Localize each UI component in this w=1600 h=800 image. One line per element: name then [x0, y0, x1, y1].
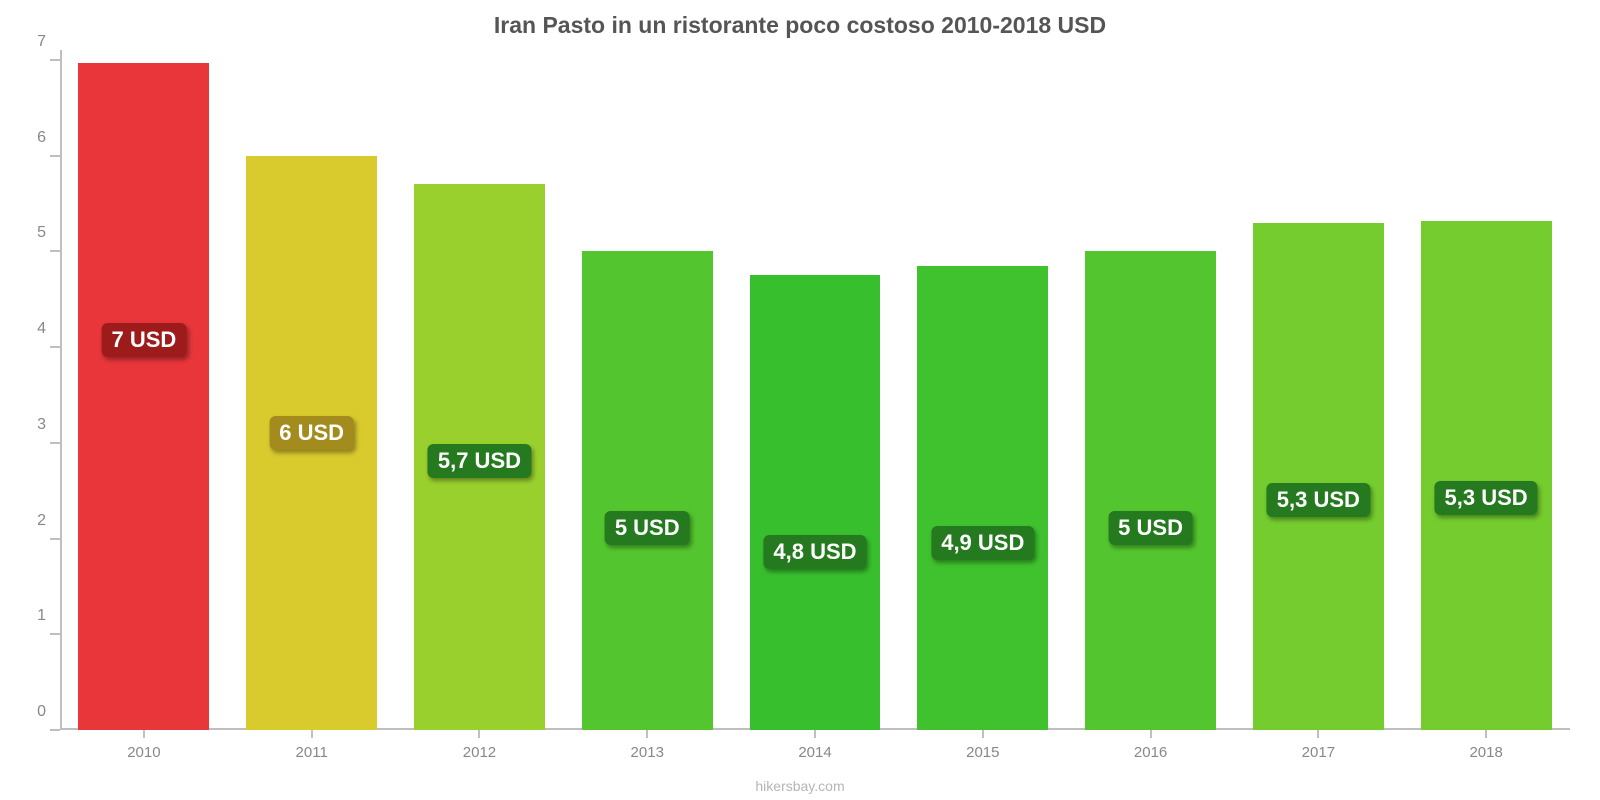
y-tick-label: 2 — [20, 512, 46, 530]
bar-chart: Iran Pasto in un ristorante poco costoso… — [0, 0, 1600, 800]
x-tick — [1485, 730, 1487, 738]
bar-value-label: 5,3 USD — [1267, 483, 1370, 517]
x-tick — [1150, 730, 1152, 738]
x-tick — [478, 730, 480, 738]
bar-value-label: 4,8 USD — [763, 535, 866, 569]
x-tick — [814, 730, 816, 738]
bars-container: 7 USD20106 USD20115,7 USD20125 USD20134,… — [60, 60, 1570, 730]
x-tick — [646, 730, 648, 738]
bar-slot: 4,8 USD2014 — [731, 60, 899, 730]
bar-slot: 6 USD2011 — [228, 60, 396, 730]
bar: 5 USD — [1085, 251, 1216, 730]
x-tick-label: 2017 — [1302, 744, 1335, 761]
y-tick — [50, 729, 60, 731]
x-tick-label: 2014 — [798, 744, 831, 761]
bar-slot: 4,9 USD2015 — [899, 60, 1067, 730]
y-tick-label: 3 — [20, 416, 46, 434]
x-tick-label: 2010 — [127, 744, 160, 761]
source-label: hikersbay.com — [0, 778, 1600, 794]
x-tick-label: 2018 — [1469, 744, 1502, 761]
y-tick — [50, 538, 60, 540]
y-tick-label: 1 — [20, 607, 46, 625]
bar: 4,9 USD — [917, 266, 1048, 730]
bar-slot: 5 USD2016 — [1067, 60, 1235, 730]
x-tick-label: 2011 — [296, 744, 328, 761]
x-tick-label: 2015 — [966, 744, 999, 761]
y-tick — [50, 442, 60, 444]
bar-value-label: 5 USD — [605, 511, 690, 545]
x-tick-label: 2012 — [463, 744, 496, 761]
x-tick — [143, 730, 145, 738]
bar: 5 USD — [582, 251, 713, 730]
y-tick-label: 7 — [20, 33, 46, 51]
y-tick — [50, 633, 60, 635]
y-tick — [50, 59, 60, 61]
y-tick — [50, 250, 60, 252]
y-tick-label: 5 — [20, 224, 46, 242]
x-tick — [311, 730, 313, 738]
chart-title: Iran Pasto in un ristorante poco costoso… — [0, 12, 1600, 39]
bar: 6 USD — [246, 156, 377, 730]
y-tick-label: 0 — [20, 703, 46, 721]
bar-value-label: 5,7 USD — [428, 444, 531, 478]
bar-value-label: 7 USD — [101, 323, 186, 357]
x-tick-label: 2013 — [631, 744, 664, 761]
bar-value-label: 6 USD — [269, 416, 354, 450]
bar: 5,3 USD — [1421, 221, 1552, 730]
y-tick — [50, 155, 60, 157]
x-tick-label: 2016 — [1134, 744, 1167, 761]
x-tick — [1317, 730, 1319, 738]
bar-slot: 5 USD2013 — [563, 60, 731, 730]
bar-slot: 5,3 USD2018 — [1402, 60, 1570, 730]
bar: 5,7 USD — [414, 184, 545, 730]
bar-value-label: 4,9 USD — [931, 526, 1034, 560]
bar: 7 USD — [78, 63, 209, 730]
bar-value-label: 5 USD — [1108, 511, 1193, 545]
bar-slot: 5,3 USD2017 — [1234, 60, 1402, 730]
bar: 5,3 USD — [1253, 223, 1384, 730]
bar-value-label: 5,3 USD — [1435, 481, 1538, 515]
bar-slot: 5,7 USD2012 — [396, 60, 564, 730]
plot-area: 7 USD20106 USD20115,7 USD20125 USD20134,… — [60, 60, 1570, 730]
bar: 4,8 USD — [750, 275, 881, 730]
y-tick — [50, 346, 60, 348]
bar-slot: 7 USD2010 — [60, 60, 228, 730]
y-tick-label: 4 — [20, 320, 46, 338]
y-tick-label: 6 — [20, 129, 46, 147]
x-tick — [982, 730, 984, 738]
